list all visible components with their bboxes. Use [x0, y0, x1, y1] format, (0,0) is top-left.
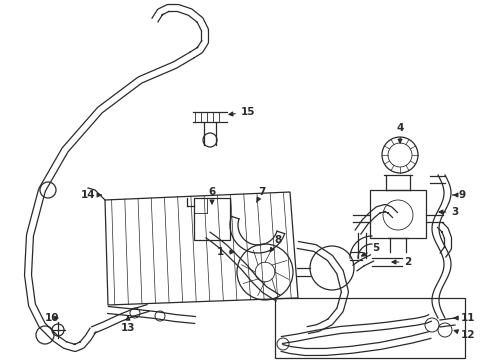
Text: 5: 5: [362, 243, 380, 256]
Text: 15: 15: [229, 107, 255, 117]
Text: 12: 12: [454, 330, 475, 340]
Text: 11: 11: [454, 313, 475, 323]
Text: 14: 14: [81, 190, 101, 200]
Text: 2: 2: [392, 257, 412, 267]
Text: 9: 9: [453, 190, 466, 200]
Text: 4: 4: [396, 123, 404, 143]
Text: 7: 7: [256, 187, 266, 202]
Bar: [370, 190, 426, 238]
Text: 13: 13: [121, 316, 135, 333]
Text: 8: 8: [270, 235, 282, 252]
Bar: [194, 198, 230, 240]
Text: 1: 1: [217, 247, 234, 257]
Text: 6: 6: [208, 187, 216, 204]
Bar: [275, 298, 465, 358]
Text: 10: 10: [45, 313, 59, 323]
Text: 3: 3: [439, 207, 459, 217]
